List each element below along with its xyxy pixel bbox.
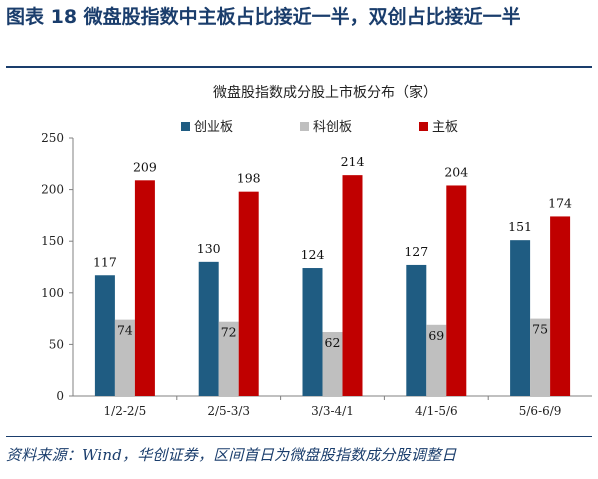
legend-swatch [419, 122, 428, 131]
data-label: 69 [428, 328, 444, 343]
y-tick-label: 0 [56, 389, 64, 403]
data-label: 74 [117, 323, 133, 338]
source-note: 资料来源：Wind，华创证券，区间首日为微盘股指数成分股调整日 [6, 446, 457, 464]
legend-swatch [181, 122, 190, 131]
bottom-rule [6, 436, 592, 437]
axes: 0 50 100 150 200 250 1/2-2/5 2/5-3/3 3/3-4/1 4/1-… [41, 131, 592, 418]
data-label: 127 [404, 244, 428, 259]
legend-label: 创业板 [194, 120, 233, 135]
bar [302, 268, 323, 396]
bar [426, 324, 447, 396]
legend-swatch [300, 122, 309, 131]
title-rule [6, 66, 592, 68]
x-tick-label: 2/5-3/3 [207, 404, 250, 418]
bar [322, 332, 343, 396]
x-tick-label: 3/3-4/1 [311, 404, 354, 418]
bars [94, 175, 571, 396]
y-tick-label: 250 [41, 131, 64, 145]
figure-title: 图表 18 微盘股指数中主板占比接近一半，双创占比接近一半 [6, 6, 521, 28]
legend-label: 主板 [432, 120, 458, 135]
data-label: 124 [301, 247, 325, 262]
bar [218, 321, 239, 396]
bar-chart: 微盘股指数成分股上市板分布（家） 创业板 科创板 主板 0 50 100 150 200 25… [41, 84, 592, 418]
y-tick-label: 200 [41, 183, 64, 197]
bar [238, 191, 259, 396]
data-label: 62 [325, 335, 341, 350]
bar [342, 175, 363, 396]
data-label: 130 [197, 241, 221, 256]
y-tick-label: 50 [49, 337, 64, 351]
x-tick-label: 1/2-2/5 [104, 404, 147, 418]
chart-title: 微盘股指数成分股上市板分布（家） [213, 84, 437, 101]
y-tick-label: 100 [41, 286, 64, 300]
data-label: 72 [221, 325, 237, 340]
x-tick-label: 4/1-5/6 [415, 404, 458, 418]
bar [198, 261, 219, 396]
data-label: 75 [532, 322, 548, 337]
legend: 创业板 科创板 主板 [181, 120, 458, 135]
data-label: 214 [341, 154, 365, 169]
bar [134, 180, 155, 396]
legend-label: 科创板 [313, 120, 352, 135]
data-label: 174 [548, 195, 572, 210]
data-label: 209 [133, 159, 157, 174]
bar [446, 185, 467, 396]
data-label: 198 [237, 171, 261, 186]
y-tick-label: 150 [41, 234, 64, 248]
x-tick-label: 5/6-6/9 [519, 404, 562, 418]
data-label: 117 [93, 254, 117, 269]
bar [530, 318, 551, 396]
data-label: 151 [508, 219, 532, 234]
data-label: 204 [444, 164, 468, 179]
bar [550, 216, 571, 396]
bar [114, 319, 135, 396]
bar [406, 264, 427, 396]
data-labels: 117 74 209 130 72 198 124 62 214 127 69 204 151 75 174 [93, 154, 572, 350]
bar [94, 275, 115, 396]
bar [510, 240, 531, 396]
